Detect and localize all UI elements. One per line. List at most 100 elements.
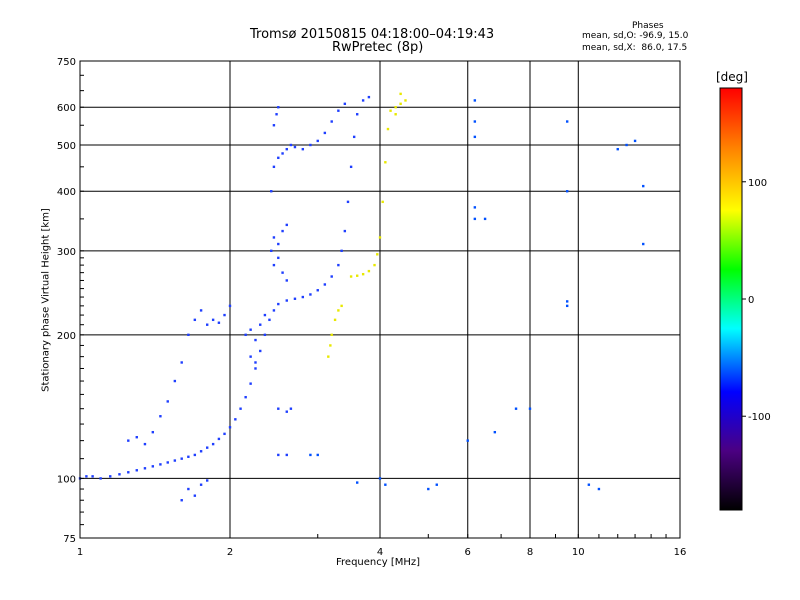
data-point — [281, 152, 284, 155]
data-point — [386, 127, 390, 131]
data-point — [211, 318, 215, 322]
y-tick-label: 200 — [57, 331, 76, 342]
data-point — [285, 453, 288, 457]
data-point — [394, 113, 397, 116]
data-point — [352, 135, 356, 139]
data-point — [277, 242, 280, 246]
data-point — [330, 120, 333, 123]
data-point — [277, 106, 280, 109]
colorbar-tick-label: 0 — [748, 295, 754, 306]
data-point — [199, 450, 203, 453]
data-point — [109, 475, 112, 478]
colorbar-unit-label: [deg] — [716, 70, 748, 84]
data-point — [151, 430, 155, 434]
data-point — [289, 407, 293, 410]
data-point — [493, 430, 497, 434]
data-point — [180, 361, 183, 364]
data-point — [187, 487, 190, 491]
data-point — [263, 313, 267, 317]
data-point — [205, 323, 209, 326]
y-tick-label: 300 — [57, 247, 76, 258]
data-point — [340, 304, 343, 308]
phase-stats-x: mean, sd,X: 86.0, 17.5 — [582, 43, 688, 53]
data-point — [272, 263, 276, 267]
data-point — [343, 102, 347, 106]
data-point — [281, 229, 284, 233]
data-point — [118, 473, 121, 476]
data-point — [244, 333, 247, 337]
data-point — [180, 457, 183, 460]
data-point — [135, 436, 138, 439]
y-tick-label: 750 — [57, 57, 76, 68]
data-point — [565, 300, 569, 303]
data-point — [316, 289, 319, 292]
plot-grid — [80, 61, 680, 538]
data-point — [259, 323, 262, 326]
data-point — [367, 95, 371, 99]
data-point — [244, 395, 247, 399]
data-point — [399, 102, 402, 106]
data-point — [277, 453, 280, 457]
data-point — [389, 109, 392, 112]
data-point — [394, 106, 397, 109]
y-axis-ticks: 75 100 200 300 400 500 600 750 — [57, 57, 84, 545]
data-point — [483, 217, 487, 221]
data-point — [473, 99, 477, 102]
data-point — [330, 333, 333, 337]
x-axis-label: Frequency [MHz] — [336, 557, 421, 568]
data-point — [327, 355, 330, 358]
data-point — [272, 124, 276, 127]
data-point — [378, 236, 382, 239]
data-point — [301, 295, 305, 299]
data-point — [565, 190, 569, 193]
data-point — [223, 313, 226, 317]
data-point — [349, 275, 353, 278]
data-point — [285, 410, 288, 413]
data-point — [349, 165, 353, 169]
data-point — [205, 446, 209, 449]
x-tick-label: 2 — [227, 547, 233, 558]
data-point — [275, 113, 278, 116]
data-point — [249, 355, 252, 358]
data-point — [309, 453, 312, 457]
data-point — [384, 161, 387, 164]
chart-title: Tromsø 20150815 04:18:00–04:19:43 — [250, 27, 495, 42]
data-point — [285, 299, 288, 302]
data-point — [466, 439, 469, 442]
data-point — [642, 184, 645, 188]
data-point — [205, 479, 209, 482]
data-point — [473, 217, 477, 221]
phase-stats-o: mean, sd,O: -96.9, 15.0 — [582, 31, 689, 41]
data-point — [316, 453, 319, 457]
data-point — [301, 147, 305, 151]
data-point — [173, 379, 177, 383]
data-point — [239, 407, 242, 410]
data-point — [473, 135, 477, 139]
data-point — [384, 483, 387, 486]
data-point — [285, 279, 288, 282]
data-point — [285, 223, 288, 227]
data-point — [333, 318, 337, 322]
data-point — [217, 321, 221, 324]
data-point — [381, 200, 384, 204]
x-tick-label: 1 — [77, 547, 83, 558]
data-point — [427, 487, 430, 491]
data-point — [355, 113, 359, 116]
data-point — [270, 249, 273, 253]
data-point — [223, 432, 226, 436]
data-point — [270, 190, 273, 193]
y-tick-label: 500 — [57, 141, 76, 152]
data-points — [78, 92, 645, 502]
data-point — [217, 437, 221, 441]
data-point — [281, 271, 284, 274]
data-point — [473, 120, 477, 123]
y-tick-label: 75 — [63, 534, 76, 545]
data-point — [642, 242, 645, 246]
data-point — [127, 439, 130, 442]
data-point — [173, 459, 177, 462]
data-point — [159, 463, 162, 466]
data-point — [91, 475, 94, 478]
data-point — [272, 236, 276, 239]
